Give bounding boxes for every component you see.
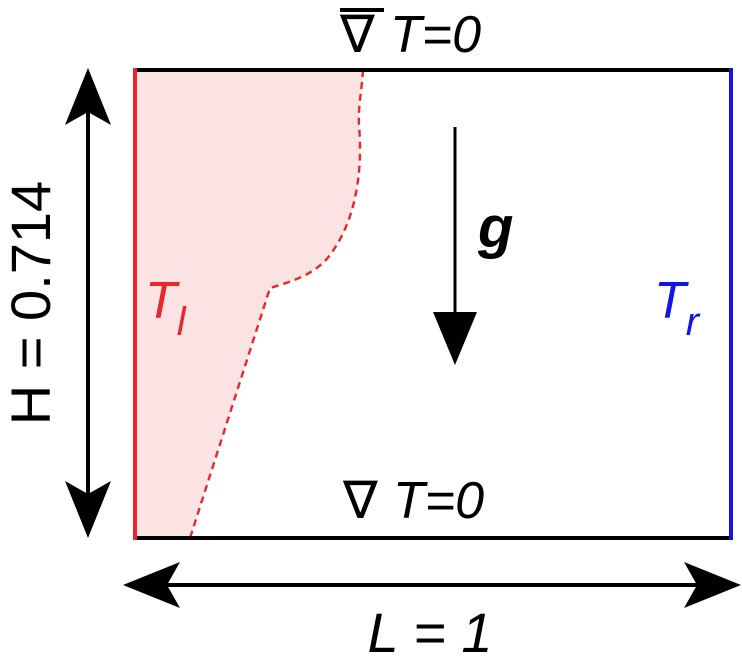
right-wall-temperature: Tr bbox=[654, 272, 701, 344]
height-label: H = 0.714 bbox=[0, 181, 62, 425]
bottom-boundary-condition: T=0 bbox=[393, 472, 484, 530]
length-arrow-head-left bbox=[123, 562, 180, 608]
melt-region bbox=[135, 70, 363, 538]
gravity-label: g bbox=[477, 195, 513, 260]
length-label: L = 1 bbox=[367, 601, 492, 657]
left-temp-symbol: T bbox=[145, 272, 180, 330]
length-arrow-head-right bbox=[684, 562, 741, 608]
gravity-arrow-head bbox=[433, 312, 477, 365]
left-wall-temperature: Tl bbox=[145, 272, 187, 344]
right-temp-subscript: r bbox=[686, 300, 701, 344]
melt-interface bbox=[188, 69, 365, 539]
left-temp-subscript: l bbox=[177, 300, 187, 344]
right-temp-symbol: T bbox=[654, 272, 689, 330]
height-arrow-head-top bbox=[65, 68, 111, 125]
top-boundary-condition: T=0 bbox=[390, 6, 481, 64]
top-nabla: ∇ bbox=[339, 6, 375, 64]
height-arrow-head-bottom bbox=[65, 481, 111, 538]
bottom-nabla: ∇ bbox=[342, 472, 378, 530]
